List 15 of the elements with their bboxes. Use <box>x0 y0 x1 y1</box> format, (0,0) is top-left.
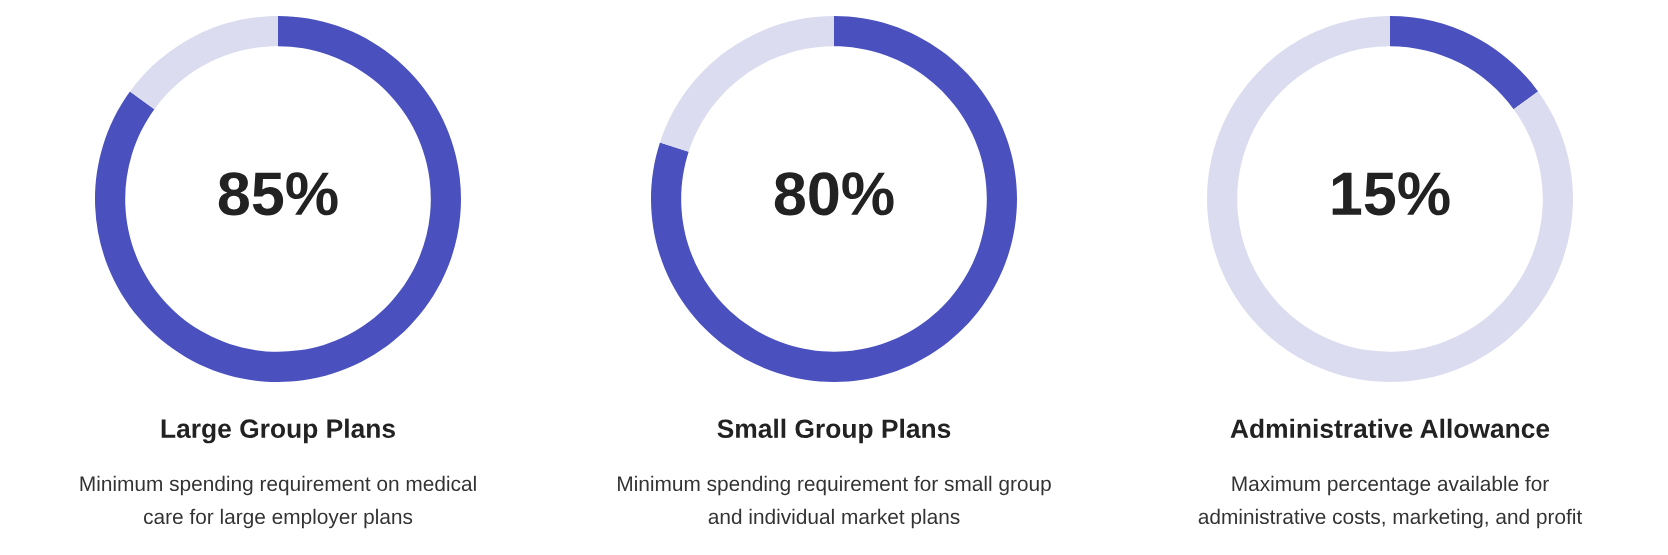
text: Minimum spending requirement on medical care for large employer plans <box>80 475 476 529</box>
text: Minimum spending requirement for small group and individual market plans <box>618 475 1051 529</box>
data-label: 85% <box>218 172 338 216</box>
data-label: 80% <box>774 172 894 216</box>
donut-slice <box>95 16 461 382</box>
donut-slice <box>1207 16 1573 382</box>
text: Small Group Plans <box>717 418 951 444</box>
donut-slice <box>1390 16 1539 110</box>
text: Maximum percentage available for administrative costs, marketing, and profit <box>1198 475 1583 529</box>
donut-slice <box>659 16 834 152</box>
text: Large Group Plans <box>161 418 395 444</box>
donut-slice <box>651 16 1017 382</box>
data-label: 15% <box>1332 172 1450 216</box>
donut-slice <box>129 16 278 110</box>
text: Administrative Allowance <box>1230 418 1550 439</box>
